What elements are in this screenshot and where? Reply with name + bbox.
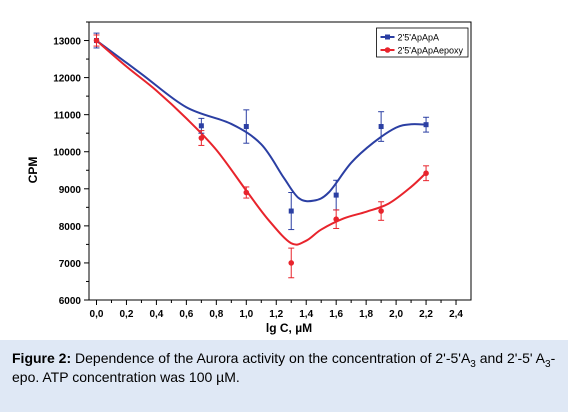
circle-marker bbox=[288, 260, 295, 266]
series-1-fit-line bbox=[95, 39, 427, 203]
square-marker bbox=[288, 208, 294, 214]
square-marker bbox=[333, 192, 339, 198]
series-2-point bbox=[423, 165, 430, 182]
y-tick-label: 13000 bbox=[53, 37, 81, 48]
x-tick-label: 0,0 bbox=[90, 309, 104, 320]
y-tick-label: 8000 bbox=[59, 222, 82, 233]
figure-caption: Figure 2: Dependence of the Aurora activ… bbox=[0, 340, 568, 412]
square-marker bbox=[423, 122, 429, 128]
caption-label: Figure 2: bbox=[12, 350, 72, 366]
y-tick-label: 9000 bbox=[59, 185, 82, 196]
circle-marker bbox=[423, 170, 429, 177]
caption-text-1: Dependence of the Aurora activity on the… bbox=[71, 350, 471, 366]
legend-label: 2'5'ApApA bbox=[398, 33, 439, 43]
legend-label: 2'5'ApApAepoxy bbox=[398, 46, 464, 56]
circle-marker bbox=[93, 37, 100, 44]
circle-marker bbox=[333, 216, 339, 222]
chart: 0,0 0,2 0,4 0,6 0,8 1,0 1,2 1,4 1,6 1,8 2,0 2,2 2,4 6… bbox=[26, 21, 472, 335]
series-1-point bbox=[288, 192, 295, 231]
data-points bbox=[93, 32, 430, 279]
square-marker bbox=[378, 124, 384, 130]
x-tick-label: 1,2 bbox=[269, 309, 283, 320]
caption-sub-1: 3 bbox=[470, 358, 476, 370]
x-tick-label: 1,0 bbox=[239, 309, 253, 320]
x-tick-label: 2,0 bbox=[389, 309, 403, 320]
legend-circle-marker bbox=[384, 47, 391, 53]
series-2-point bbox=[378, 201, 385, 221]
x-tick-label: 1,6 bbox=[329, 309, 343, 320]
x-tick-label: 1,4 bbox=[299, 309, 313, 320]
y-tick-label: 6000 bbox=[59, 296, 82, 307]
legend-box bbox=[376, 27, 469, 58]
series-2-point bbox=[333, 209, 340, 229]
x-tick-label: 2,2 bbox=[419, 309, 433, 320]
series-2-fit-line bbox=[95, 39, 427, 246]
y-tick-label: 12000 bbox=[53, 74, 81, 85]
square-marker bbox=[198, 123, 204, 129]
square-marker bbox=[243, 124, 249, 130]
x-tick-label: 0,8 bbox=[209, 309, 223, 320]
x-tick-label: 0,2 bbox=[119, 309, 133, 320]
y-tick-label: 10000 bbox=[53, 148, 81, 159]
series-1-point bbox=[378, 111, 385, 142]
caption-text-2: and 2'-5' A bbox=[475, 350, 546, 366]
x-tick-label: 1,8 bbox=[359, 309, 373, 320]
series-1-point bbox=[423, 116, 430, 133]
x-tick-label: 2,4 bbox=[449, 309, 463, 320]
x-tick-label: 0,6 bbox=[179, 309, 193, 320]
fit-curves bbox=[95, 39, 427, 246]
y-tick-label: 7000 bbox=[59, 259, 82, 270]
series-2-point bbox=[198, 130, 205, 146]
legend: 2'5'ApApA 2'5'ApApAepoxy bbox=[376, 27, 469, 58]
caption-sub-2: 3 bbox=[545, 358, 551, 370]
axes: 0,0 0,2 0,4 0,6 0,8 1,0 1,2 1,4 1,6 1,8 2,0 2,2 2,4 6… bbox=[53, 21, 472, 320]
y-axis-title: CPM bbox=[26, 157, 40, 184]
circle-marker bbox=[243, 189, 250, 196]
x-axis-title: lg C, µM bbox=[266, 321, 312, 335]
series-2-point bbox=[243, 186, 250, 199]
plot-frame bbox=[88, 21, 472, 301]
circle-marker bbox=[378, 208, 384, 214]
circle-marker bbox=[198, 135, 205, 141]
series-1-point bbox=[243, 109, 250, 144]
x-tick-label: 0,4 bbox=[149, 309, 163, 320]
series-2-point bbox=[288, 247, 295, 279]
legend-square-marker bbox=[385, 34, 391, 40]
y-tick-label: 11000 bbox=[54, 111, 82, 122]
series-2-point bbox=[93, 34, 100, 47]
caption-text-3: -epo. ATP concentration was 100 µM. bbox=[12, 350, 556, 385]
